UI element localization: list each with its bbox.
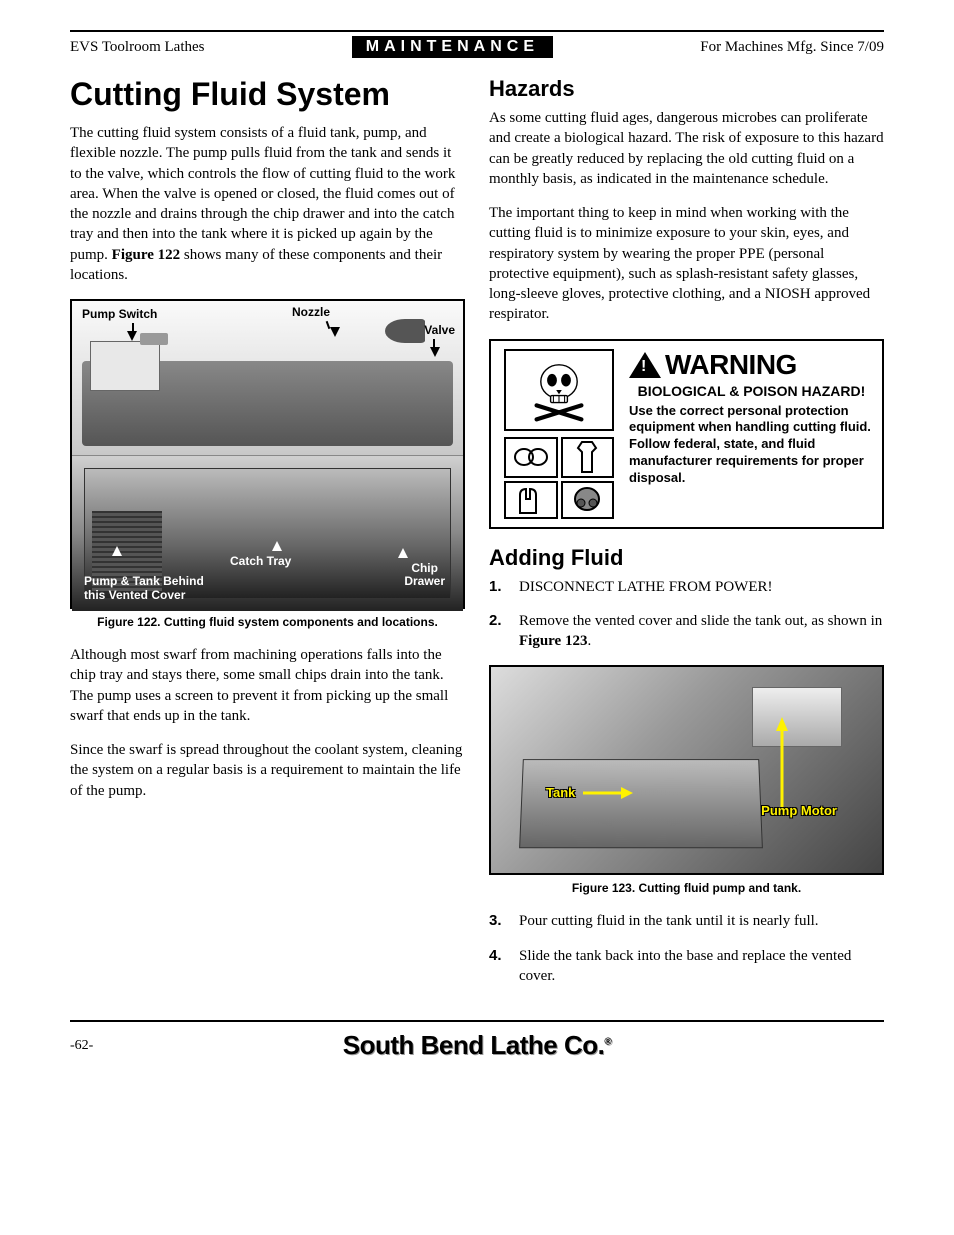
page-number: -62- [70, 1038, 93, 1054]
callout-chip-drawer: Chip Drawer [404, 562, 445, 588]
figure-123: Tank Pump Motor [489, 665, 884, 875]
step-2: Remove the vented cover and slide the ta… [489, 611, 884, 652]
arrow-down-icon [127, 331, 137, 341]
arrow-up-icon [272, 541, 282, 551]
arrow-right-icon [583, 785, 633, 801]
header-section-title: MAINTENANCE [352, 36, 553, 58]
nozzle-shape [385, 319, 425, 343]
registered-mark: ® [604, 1036, 611, 1047]
fig122-upper-photo: Pump Switch Nozzle Valve [72, 301, 463, 456]
section-heading: Cutting Fluid System [70, 76, 465, 113]
page-footer: -62- South Bend Lathe Co.® [70, 1030, 884, 1061]
content-columns: Cutting Fluid System The cutting fluid s… [70, 76, 884, 1000]
arrow-down-icon [330, 327, 340, 337]
warning-title-text: WARNING [665, 349, 797, 381]
figure-122: Pump Switch Nozzle Valve Catch Tray Chip… [70, 299, 465, 609]
figure-123-caption: Figure 123. Cutting fluid pump and tank. [489, 881, 884, 895]
gloves-icon [504, 481, 558, 519]
brand-name: South Bend Lathe Co. [343, 1030, 605, 1060]
arrow-up-icon [398, 548, 408, 558]
warning-text-column: WARNING BIOLOGICAL & POISON HAZARD! Use … [629, 349, 874, 519]
footer-rule [70, 1020, 884, 1022]
hazards-p1: As some cutting fluid ages, dangerous mi… [489, 108, 884, 189]
warning-title: WARNING [629, 349, 874, 381]
figure-122-caption: Figure 122. Cutting fluid system compone… [70, 615, 465, 629]
page-header: EVS Toolroom Lathes MAINTENANCE For Mach… [70, 36, 884, 58]
header-left: EVS Toolroom Lathes [70, 39, 205, 56]
intro-text-a: The cutting fluid system consists of a f… [70, 125, 455, 263]
fig122-lower-photo: Catch Tray Chip Drawer Pump & Tank Behin… [72, 456, 463, 611]
warning-body: Use the correct personal protection equi… [629, 403, 874, 487]
arrow-down-icon [430, 347, 440, 357]
step-2-text-a: Remove the vented cover and slide the ta… [519, 613, 882, 629]
lathe-control-panel [90, 341, 160, 391]
steps-list: DISCONNECT LATHE FROM POWER! Remove the … [489, 577, 884, 652]
skull-crossbones-icon [524, 355, 594, 425]
respirator-icon [561, 481, 615, 519]
step-1: DISCONNECT LATHE FROM POWER! [489, 577, 884, 597]
arrow-up-icon [772, 717, 792, 807]
ppe-icons-grid [504, 437, 614, 519]
step-3: Pour cutting fluid in the tank until it … [489, 911, 884, 931]
callout-valve: Valve [424, 323, 455, 337]
figure-ref-122: Figure 122 [112, 247, 180, 263]
coverall-icon [561, 437, 615, 479]
warning-subtitle: BIOLOGICAL & POISON HAZARD! [629, 383, 874, 399]
warning-box: WARNING BIOLOGICAL & POISON HAZARD! Use … [489, 339, 884, 529]
intro-paragraph: The cutting fluid system consists of a f… [70, 123, 465, 285]
goggles-icon [504, 437, 558, 479]
header-rule [70, 30, 884, 32]
step-2-text-c: . [587, 633, 591, 649]
cleaning-paragraph: Since the swarf is spread throughout the… [70, 740, 465, 801]
header-right: For Machines Mfg. Since 7/09 [700, 39, 884, 56]
callout-pump-switch: Pump Switch [82, 307, 157, 321]
footer-brand: South Bend Lathe Co.® [343, 1030, 611, 1061]
adding-fluid-heading: Adding Fluid [489, 545, 884, 571]
warning-icons-column [499, 349, 619, 519]
step-4: Slide the tank back into the base and re… [489, 946, 884, 987]
label-tank: Tank [546, 785, 575, 800]
swarf-paragraph: Although most swarf from machining opera… [70, 645, 465, 726]
hazards-heading: Hazards [489, 76, 884, 102]
callout-nozzle: Nozzle [292, 305, 330, 319]
right-column: Hazards As some cutting fluid ages, dang… [489, 76, 884, 1000]
warning-triangle-icon [629, 352, 661, 378]
hazards-p2: The important thing to keep in mind when… [489, 203, 884, 325]
pump-motor-shape [752, 687, 842, 747]
arrow-up-icon [112, 546, 122, 556]
callout-catch-tray: Catch Tray [230, 554, 291, 568]
left-column: Cutting Fluid System The cutting fluid s… [70, 76, 465, 1000]
pump-switch-shape [140, 333, 168, 345]
tank-shape [519, 759, 763, 848]
callout-pump-tank: Pump & Tank Behind this Vented Cover [84, 575, 204, 603]
steps-list-continued: Pour cutting fluid in the tank until it … [489, 911, 884, 986]
figure-ref-123: Figure 123 [519, 633, 587, 649]
skull-icon-box [504, 349, 614, 431]
